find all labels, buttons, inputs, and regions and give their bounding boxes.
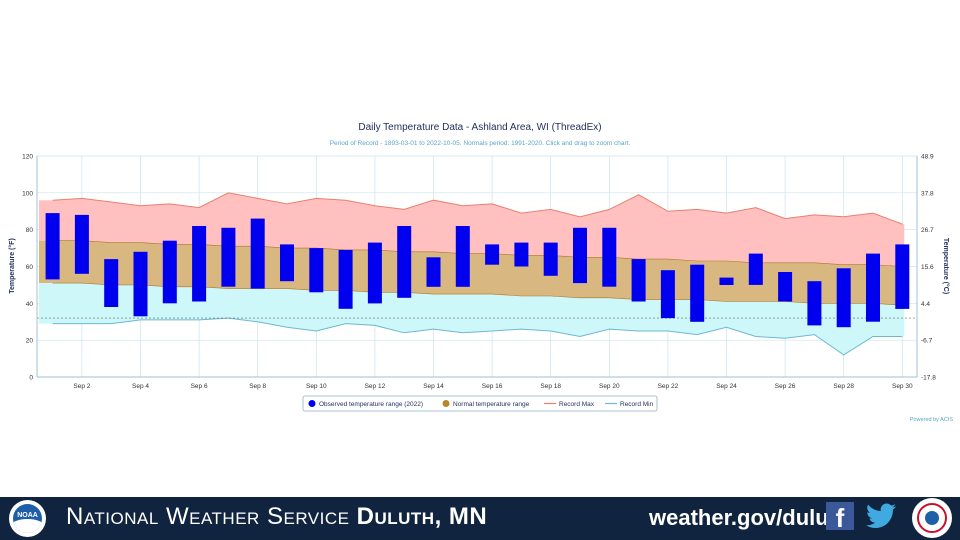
observed-range-bar[interactable] [836,268,851,328]
record-min-line[interactable] [52,317,903,356]
observed-range-bar[interactable] [748,253,763,285]
noaa-logo: NOAA [9,500,46,537]
observed-range-bar[interactable] [690,264,705,322]
chart-title: Daily Temperature Data - Ashland Area, W… [358,122,601,133]
x-tick-label: Sep 30 [892,383,913,390]
nws-logo [912,498,952,538]
x-tick-label: Sep 8 [249,383,266,390]
x-tick-label: Sep 14 [423,383,444,390]
legend-label-record-max[interactable]: Record Max [559,401,595,408]
legend-marker-observed[interactable] [308,400,316,407]
observed-range-bar[interactable] [74,214,89,274]
observed-range-bar[interactable] [719,277,734,285]
observed-range-bar[interactable] [221,227,236,287]
office-title-prefix: National Weather Service [66,503,357,530]
credit-link[interactable]: Powered by ACIS [910,417,953,423]
y-tick-label-left: 20 [26,338,34,345]
observed-range-bar[interactable] [192,226,207,302]
observed-range-bar[interactable] [514,242,529,267]
x-tick-label: Sep 4 [132,383,149,390]
observed-range-bar[interactable] [866,253,880,322]
noaa-logo-label: NOAA [17,512,38,519]
y-tick-label-left: 0 [29,375,33,382]
observed-range-bar[interactable] [573,227,587,284]
observed-range-bar[interactable] [45,213,60,280]
x-tick-label: Sep 20 [599,383,620,390]
footer-banner: NOAA National Weather Service Duluth, MN… [0,497,960,540]
observed-range-bar[interactable] [133,251,148,317]
x-tick-label: Sep 12 [365,383,386,390]
office-title-location: Duluth, MN [356,503,488,530]
y-tick-label-left: 120 [22,154,33,161]
observed-range-bar[interactable] [104,259,119,307]
x-tick-label: Sep 18 [540,383,561,390]
observed-range-bar[interactable] [631,259,646,302]
x-tick-label: Sep 16 [482,383,503,390]
x-tick-label: Sep 2 [73,383,90,390]
observed-range-bar[interactable] [338,249,353,309]
legend-label-normal[interactable]: Normal temperature range [453,401,530,408]
legend: Observed temperature range (2022) Normal… [302,395,658,412]
observed-range-bar[interactable] [309,248,324,293]
twitter-icon[interactable] [866,502,896,530]
x-tick-label: Sep 22 [658,383,679,390]
observed-range-bar[interactable] [485,244,500,265]
observed-range-bar[interactable] [162,240,177,304]
x-tick-label: Sep 28 [833,383,854,390]
legend-label-observed[interactable]: Observed temperature range (2022) [319,401,423,408]
y-tick-label-left: 40 [26,301,34,308]
y-tick-label-left: 80 [26,227,34,234]
chart-subtitle: Period of Record - 1893-03-01 to 2022-10… [330,140,631,147]
y-tick-label-left: 60 [26,264,34,271]
x-tick-label: Sep 10 [306,383,327,390]
observed-range-bar[interactable] [807,281,822,326]
observed-range-bar[interactable] [660,270,675,319]
legend-box [302,395,658,412]
y-tick-label-right: 4.4 [921,301,930,308]
y-axis-label-right: Temperature (°C) [942,238,950,294]
chart[interactable]: 0 -17.8 20 -6.7 40 4.4 60 15.6 80 26.7 100 37.8 120 4… [0,0,960,497]
y-tick-label-left: 100 [22,190,33,197]
observed-range-bar[interactable] [367,242,382,304]
website-link[interactable]: weather.gov/duluth [649,505,850,530]
observed-range-bar[interactable] [280,244,294,282]
observed-range-bar[interactable] [455,226,470,287]
x-tick-label: Sep 26 [775,383,796,390]
record-max-line[interactable] [52,192,903,225]
observed-range-bar[interactable] [543,242,558,276]
y-axis-label-left: Temperature (°F) [8,238,16,294]
x-tick-label: Sep 24 [716,383,737,390]
observed-range-bar[interactable] [895,244,910,309]
record-max-band [39,192,905,267]
facebook-icon[interactable]: f [826,502,854,533]
y-tick-label-right: -6.7 [921,338,933,345]
legend-marker-normal[interactable] [442,400,450,407]
y-tick-label-right: 48.9 [921,154,934,161]
observed-range-bar[interactable] [250,218,265,289]
y-tick-label-right: 37.8 [921,190,934,197]
office-title: National Weather Service Duluth, MN [66,503,487,531]
observed-range-bar[interactable] [397,226,412,298]
observed-range-bar[interactable] [426,257,441,287]
y-tick-label-right: 15.6 [921,264,934,271]
legend-label-record-min[interactable]: Record Min [620,401,654,408]
record-min-band [39,283,905,355]
y-tick-label-right: -17.8 [921,375,936,382]
observed-range-bar[interactable] [602,227,617,287]
x-tick-label: Sep 6 [191,383,208,390]
observed-range-bar[interactable] [778,272,793,302]
y-tick-label-right: 26.7 [921,227,934,234]
